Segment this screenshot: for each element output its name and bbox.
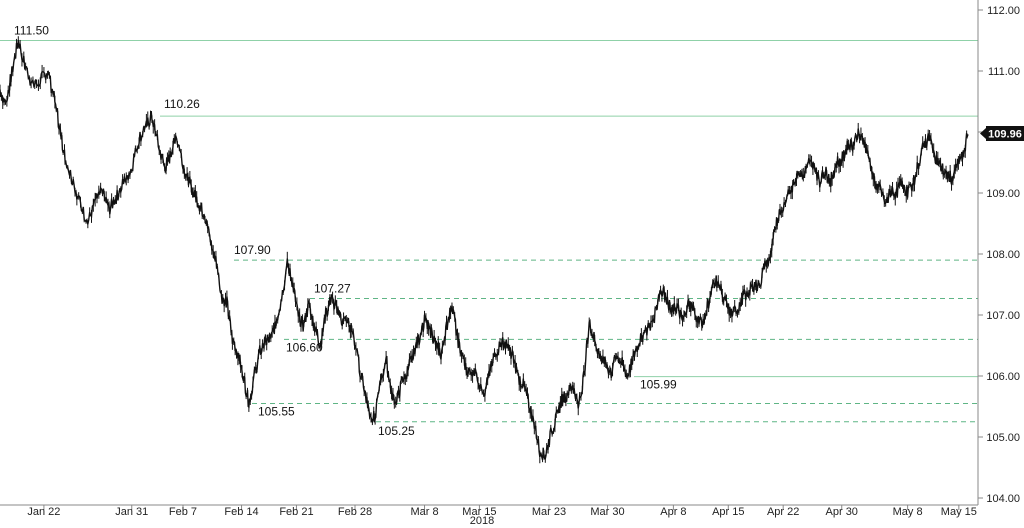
x-year-label: 2018 [470, 515, 494, 527]
y-tick-label: 112.00 [987, 5, 1020, 17]
y-ticks-layer: 104.00105.00106.00107.00108.00109.00110.… [978, 5, 1020, 505]
price-series-line [0, 39, 969, 461]
x-tick-label: Mar 15 [462, 506, 496, 518]
x-tick-label: Apr 15 [712, 506, 744, 518]
y-tick-label: 111.00 [988, 66, 1020, 78]
x-tick-label: Jan 22 [27, 506, 60, 518]
x-tick-label: Apr 22 [767, 506, 799, 518]
level-label: 107.27 [314, 282, 351, 296]
x-tick-label: Feb 28 [338, 506, 372, 518]
level-label: 105.99 [640, 378, 677, 392]
level-label: 106.60 [286, 340, 323, 354]
level-labels-layer: 111.50 110.26 107.90 107.27 106.60 105.99 105.… [14, 24, 677, 438]
x-tick-label: Apr 8 [660, 506, 686, 518]
y-tick-label: 104.00 [986, 493, 1020, 505]
level-label: 110.26 [164, 97, 200, 111]
axes-layer [0, 0, 979, 506]
x-tick-label: Jan 31 [115, 506, 148, 518]
series-layer [0, 36, 969, 464]
last-value-badge-pointer [980, 128, 986, 139]
x-tick-label: May 15 [941, 506, 977, 518]
last-value-badge: 109.96 [980, 126, 1024, 141]
y-tick-label: 107.00 [986, 310, 1020, 322]
x-tick-label: May 8 [893, 506, 923, 518]
x-tick-label: Mar 30 [590, 506, 624, 518]
x-tick-label: Apr 30 [826, 506, 858, 518]
level-label: 105.55 [258, 404, 295, 418]
last-value-badge-text: 109.96 [988, 129, 1022, 141]
x-ticks-layer: Jan 22 Jan 31 Feb 7 Feb 14 Feb 21 Feb 28 Mar 8… [27, 505, 977, 518]
level-lines-layer [0, 40, 978, 423]
x-tick-label: Mar 23 [532, 506, 566, 518]
level-label: 111.50 [14, 24, 49, 38]
y-tick-label: 108.00 [986, 249, 1020, 261]
y-tick-label: 106.00 [986, 371, 1020, 383]
x-tick-label: Feb 21 [279, 506, 313, 518]
y-tick-label: 109.00 [986, 188, 1020, 200]
level-label: 107.90 [234, 243, 271, 257]
x-tick-label: Mar 8 [410, 506, 438, 518]
last-value-badge-box [986, 126, 1024, 141]
x-tick-label: Feb 7 [169, 506, 197, 518]
level-label: 105.25 [378, 424, 415, 438]
y-tick-label: 105.00 [986, 432, 1020, 444]
x-tick-label: Feb 14 [224, 506, 258, 518]
